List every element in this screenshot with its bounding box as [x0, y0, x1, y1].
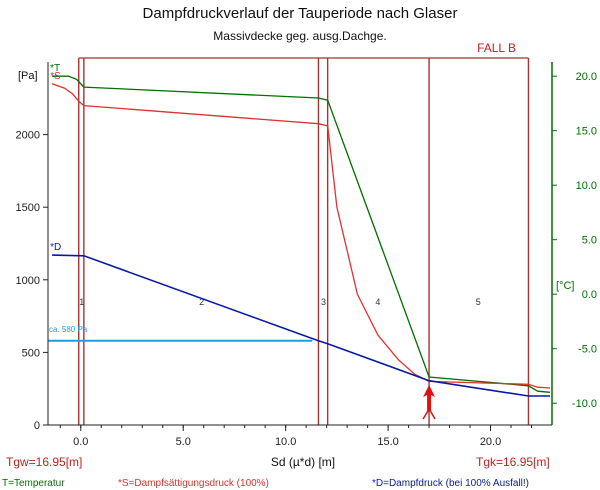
- condensation-arrow-icon: [423, 385, 436, 411]
- condensation-marker: [422, 385, 436, 420]
- y-axis-left-label: [Pa]: [18, 70, 38, 82]
- legend-saturation-pressure: *S=Dampfsättigungsdruck (100%): [118, 478, 269, 489]
- axes: [47, 62, 553, 426]
- legend-vapor-pressure: *D=Dampfdruck (bei 100% Ausfall!): [372, 478, 529, 489]
- x-tick-label-0: 0.0: [73, 436, 88, 448]
- legend-temperature: T=Temperatur: [2, 478, 65, 489]
- series-line-temperature: [52, 75, 551, 393]
- y-left-tick-label-1: 500: [22, 347, 40, 359]
- series-tag-1: *T: [50, 63, 60, 74]
- y-right-tick-label-4: 0.0: [582, 289, 597, 301]
- series-line-saturation-pressure: [51, 83, 551, 389]
- series-line-vapor-pressure: [52, 254, 550, 397]
- series-tag-2: *S: [50, 71, 61, 82]
- y-right-tick-label-5: -5.0: [578, 344, 597, 356]
- series-lines: [51, 75, 551, 397]
- y-left-tick-label-0: 0: [34, 420, 40, 432]
- reference-line-label: ca. 580 Pa: [49, 325, 88, 334]
- y-axis-right-label: [°C]: [556, 280, 574, 292]
- boundary-right-label: Tgk=16.95[m]: [476, 455, 550, 469]
- y-left-tick-label-2: 1000: [16, 275, 40, 287]
- x-tick-label-4: 20.0: [480, 436, 501, 448]
- layer-label-5: 5: [476, 297, 481, 307]
- chart-title: Dampfdruckverlauf der Tauperiode nach Gl…: [143, 5, 458, 22]
- y-right-tick-label-0: 20.0: [576, 71, 597, 83]
- series-tags: *T*S *D: [50, 63, 61, 253]
- y-right-tick-label-2: 10.0: [576, 180, 597, 192]
- y-right-tick-label-6: -10.0: [572, 398, 597, 410]
- chart-subtitle: Massivdecke geg. ausg.Dachge.: [213, 29, 386, 43]
- x-axis-label: Sd (µ*d) [m]: [271, 455, 335, 469]
- case-label: FALL B: [477, 41, 516, 55]
- layer-label-4: 4: [375, 297, 380, 307]
- y-left-tick-label-3: 1500: [16, 202, 40, 214]
- layer-label-3: 3: [321, 297, 326, 307]
- x-tick-label-1: 5.0: [176, 436, 191, 448]
- series-tag-3: *D: [50, 242, 61, 253]
- boundary-left-label: Tgw=16.95[m]: [6, 455, 82, 469]
- tick-labels: 0.0 5.0 10.0 15.0 20.0050010001500200020.015…: [16, 71, 597, 448]
- x-tick-label-2: 10.0: [275, 436, 296, 448]
- x-tick-label-3: 15.0: [377, 436, 398, 448]
- layer-label-2: 2: [199, 297, 204, 307]
- y-right-tick-label-1: 15.0: [576, 126, 597, 138]
- layer-boundaries: 1 2 3 4 5: [78, 57, 530, 425]
- layer-label-1: 1: [79, 297, 84, 307]
- y-right-tick-label-3: 5.0: [582, 235, 597, 247]
- y-left-tick-label-4: 2000: [16, 130, 40, 142]
- condensation-arrow-tail: [422, 407, 436, 420]
- reference-line: ca. 580 Pa: [48, 325, 313, 342]
